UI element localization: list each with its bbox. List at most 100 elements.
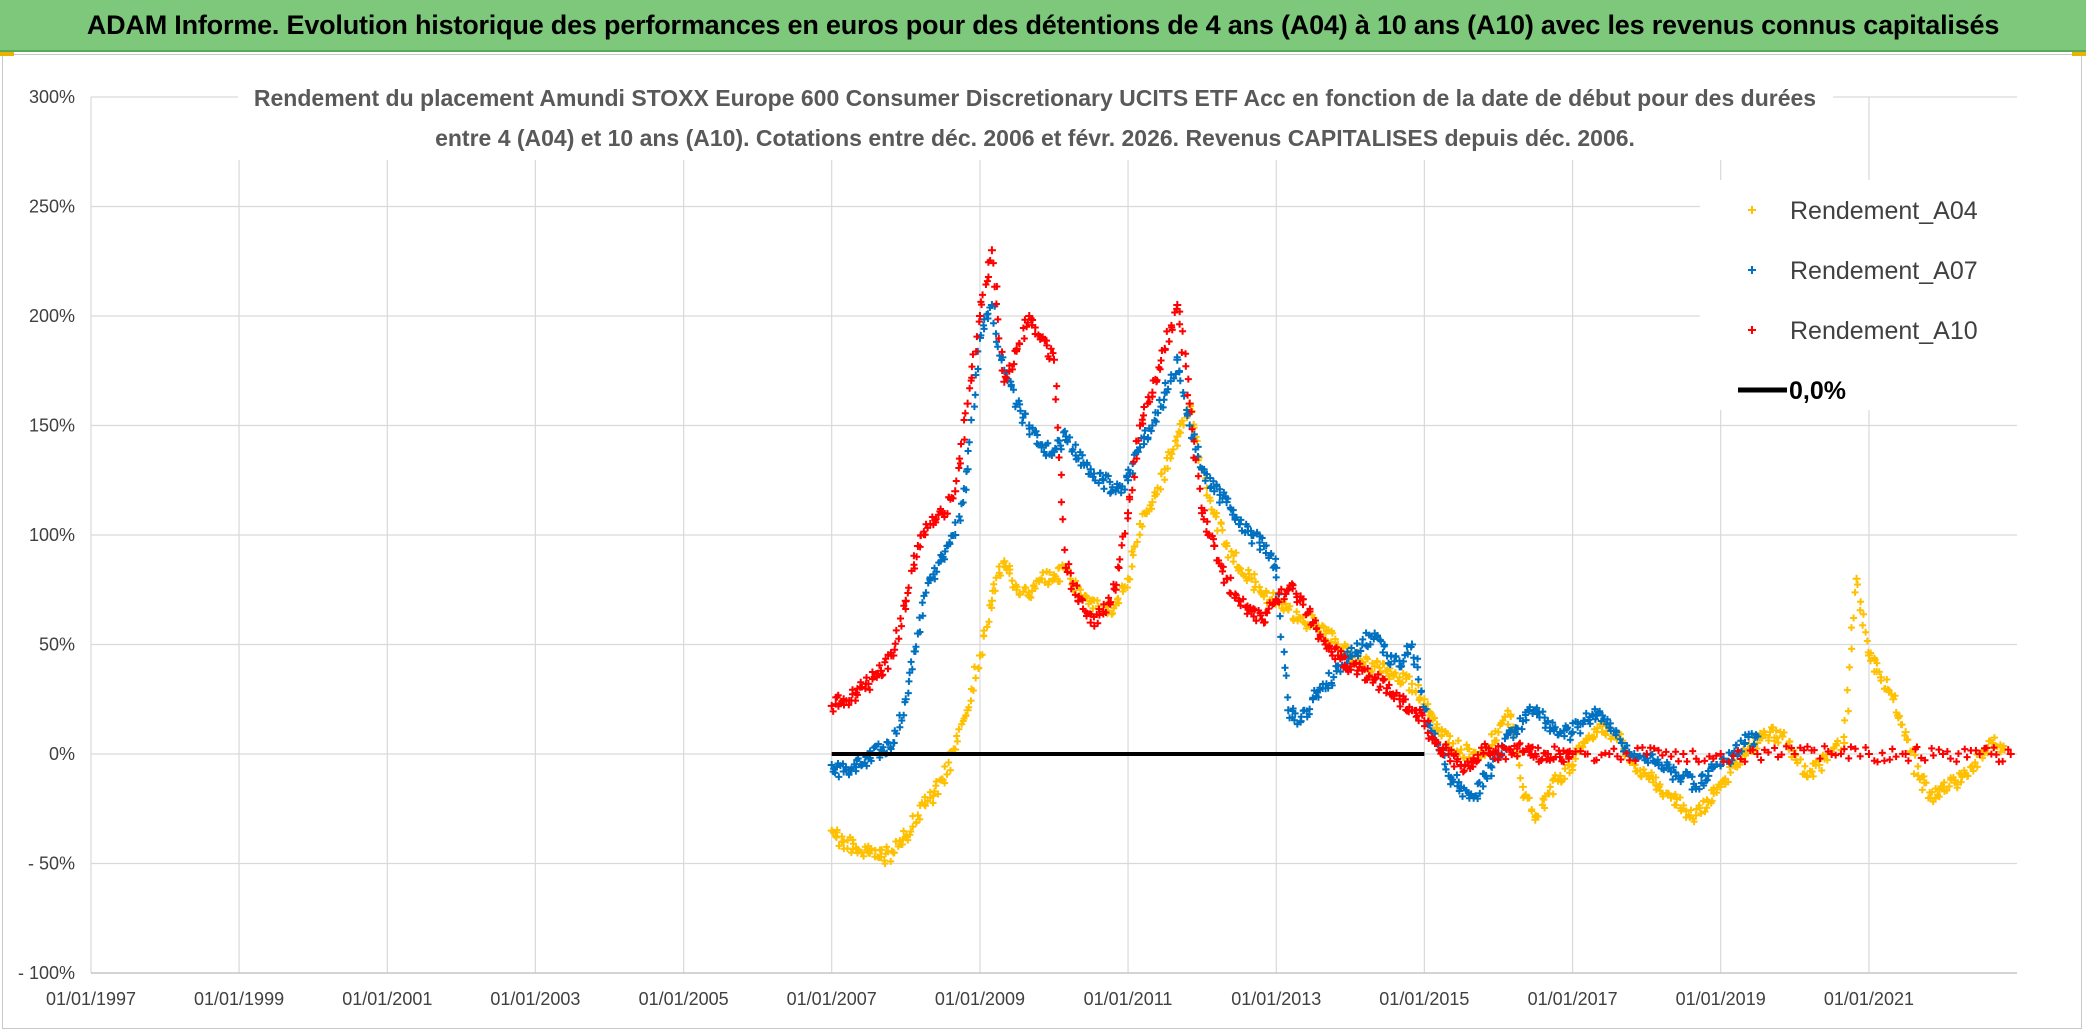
scatter-point: [1990, 734, 1998, 742]
scatter-point: [1359, 635, 1367, 643]
scatter-point: [1272, 573, 1280, 581]
scatter-point: [845, 771, 853, 779]
scatter-point: [1447, 746, 1455, 754]
scatter-point: [1898, 721, 1906, 729]
scatter-point: [1033, 431, 1041, 439]
scatter-point: [1741, 758, 1749, 766]
scatter-point: [1091, 476, 1099, 484]
scatter-point: [1913, 743, 1921, 751]
scatter-point: [1674, 757, 1682, 765]
scatter-point: [1592, 756, 1600, 764]
scatter-point: [1973, 763, 1981, 771]
scatter-point: [937, 557, 945, 565]
scatter-point: [878, 846, 886, 854]
scatter-point: [1672, 801, 1680, 809]
scatter-point: [1688, 773, 1696, 781]
scatter-point: [1044, 439, 1052, 447]
scatter-point: [890, 739, 898, 747]
scatter-point: [1079, 596, 1087, 604]
scatter-point: [1560, 758, 1568, 766]
scatter-point: [1526, 703, 1534, 711]
scatter-point: [980, 325, 988, 333]
scatter-point: [992, 300, 1000, 308]
chart-frame: [2, 54, 2082, 1029]
scatter-point: [1347, 644, 1355, 652]
scatter-point: [989, 259, 997, 267]
scatter-point: [1010, 360, 1018, 368]
scatter-point: [1217, 520, 1225, 528]
scatter-point: [834, 691, 842, 699]
scatter-point: [1289, 585, 1297, 593]
scatter-point: [946, 766, 954, 774]
scatter-point: [943, 770, 951, 778]
scatter-point: [1032, 427, 1040, 435]
scatter-point: [998, 366, 1006, 374]
scatter-point: [905, 584, 913, 592]
scatter-point: [1016, 400, 1024, 408]
scatter-point: [864, 679, 873, 688]
scatter-point: [1289, 705, 1297, 713]
scatter-point: [1178, 417, 1186, 425]
legend-marker: [1748, 206, 1756, 214]
scatter-point: [1644, 759, 1652, 767]
chart-title-line-1: Rendement du placement Amundi STOXX Euro…: [254, 85, 1816, 111]
scatter-point: [1157, 485, 1165, 493]
scatter-point: [1491, 755, 1499, 763]
scatter-point: [1840, 745, 1848, 753]
scatter-point: [1330, 673, 1338, 681]
scatter-point: [1732, 741, 1740, 749]
scatter-point: [1671, 791, 1679, 799]
x-tick-label: 01/01/2003: [490, 989, 580, 1009]
scatter-point: [1938, 782, 1947, 791]
scatter-point: [984, 310, 992, 318]
scatter-point: [1686, 813, 1694, 821]
scatter-point: [1518, 725, 1526, 733]
scatter-point: [891, 646, 899, 654]
scatter-point: [1102, 609, 1110, 617]
scatter-point: [1992, 751, 2000, 759]
scatter-point: [1421, 722, 1429, 730]
scatter-point: [1252, 578, 1260, 586]
scatter-point: [957, 440, 965, 448]
scatter-point: [1243, 576, 1251, 584]
scatter-point: [1658, 751, 1666, 759]
scatter-point: [1969, 767, 1977, 775]
scatter-point: [967, 697, 975, 705]
scatter-point: [1368, 667, 1376, 675]
scatter-point: [1593, 724, 1601, 732]
scatter-point: [1187, 408, 1195, 416]
scatter-point: [1801, 762, 1809, 770]
scatter-point: [1501, 735, 1509, 743]
scatter-point: [882, 655, 890, 663]
scatter-point: [1026, 430, 1033, 438]
scatter-point: [1203, 518, 1211, 526]
scatter-point: [1543, 717, 1552, 726]
scatter-point: [1042, 452, 1050, 460]
scatter-point: [1372, 675, 1380, 683]
scatter-point: [1449, 740, 1457, 748]
scatter-point: [1428, 733, 1436, 741]
scatter-point: [1386, 660, 1394, 668]
scatter-point: [1541, 804, 1549, 812]
scatter-point: [1479, 782, 1487, 790]
scatter-point: [1196, 485, 1204, 493]
scatter-point: [1522, 791, 1530, 799]
scatter-point: [1891, 692, 1899, 700]
scatter-point: [1024, 319, 1032, 327]
scatter-point: [1516, 774, 1524, 782]
scatter-point: [1591, 705, 1599, 713]
scatter-point: [1904, 757, 1912, 765]
scatter-point: [1975, 750, 1984, 758]
scatter-point: [1877, 677, 1885, 685]
scatter-point: [1488, 763, 1496, 771]
scatter-point: [1518, 782, 1527, 791]
scatter-point: [1188, 425, 1196, 433]
scatter-point: [1810, 746, 1818, 754]
scatter-point: [1090, 469, 1098, 477]
scatter-point: [1764, 734, 1772, 742]
scatter-point: [833, 828, 841, 836]
scatter-point: [1256, 546, 1264, 554]
scatter-point: [1508, 726, 1516, 734]
scatter-point: [1911, 751, 1919, 759]
scatter-point: [1964, 772, 1972, 780]
